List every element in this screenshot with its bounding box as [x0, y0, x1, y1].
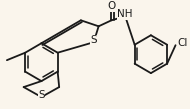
Text: S: S [90, 35, 97, 45]
Text: NH: NH [117, 9, 133, 19]
Text: O: O [107, 1, 116, 11]
Text: S: S [38, 90, 45, 100]
Text: Cl: Cl [177, 38, 188, 48]
